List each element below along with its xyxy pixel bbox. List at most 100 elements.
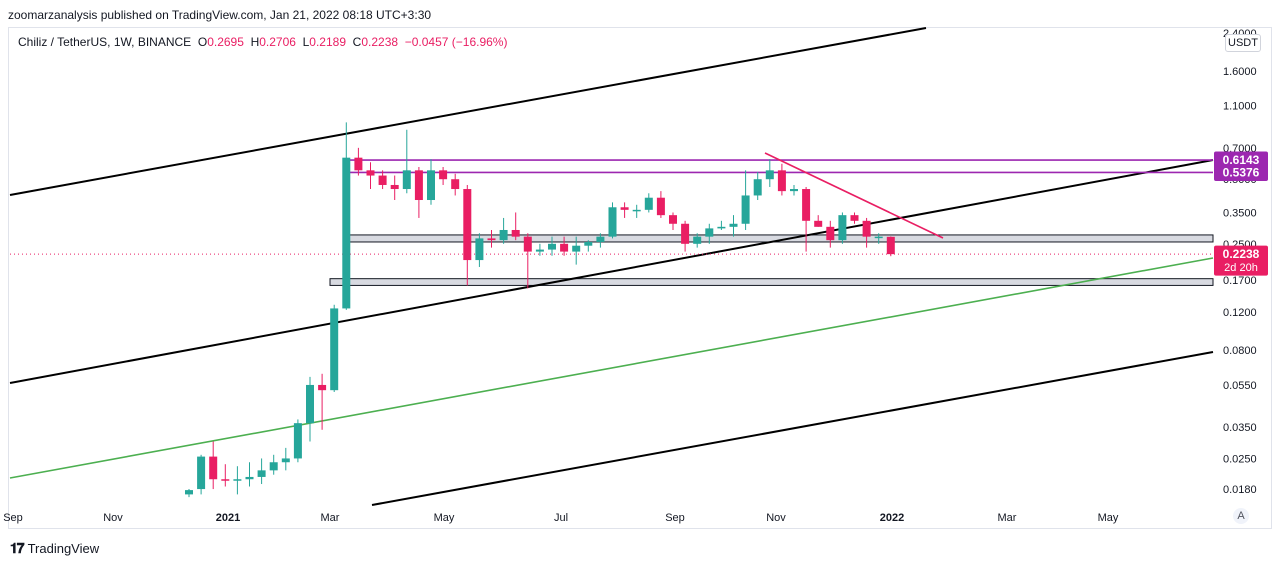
change-value: −0.0457 (−16.96%) [404,35,508,49]
candle-body [475,238,484,261]
candle [584,240,593,252]
currency-button[interactable]: USDT [1225,34,1261,52]
candle [669,212,677,230]
candle-body [306,384,314,424]
candle [257,458,266,485]
footer-brand[interactable]: 𝟏𝟕 TradingView [10,540,99,557]
candle [378,170,387,190]
channel-trendline [371,351,1214,506]
candle-body [548,243,556,250]
channel-trendline [9,159,1214,384]
candle-body [451,179,460,190]
candle [402,129,411,194]
candle [185,489,193,498]
candle [693,233,702,248]
candles-layer [185,122,895,498]
candle-body [826,226,835,241]
candle-body [729,223,738,227]
candle [777,163,786,196]
candle [342,122,351,310]
candle-body [330,308,339,391]
candle [681,220,690,252]
symbol-name: Chiliz / TetherUS, 1W, BINANCE [18,35,192,49]
candle-body [390,184,399,190]
time-tick-label: Mar [998,512,1017,524]
level-tag-upper: 0.6143 [1223,153,1260,167]
candle-body [693,236,702,244]
candle [572,236,581,265]
price-tick-label: 0.0180 [1223,484,1257,496]
candle-body [777,170,786,192]
candle [511,212,520,241]
candle [560,236,569,256]
low-key: L [302,35,310,49]
candle-body [644,197,653,210]
candle-body [790,189,798,192]
candle [741,170,750,230]
candle [414,166,423,218]
candle-body [463,189,472,261]
drawings-layer [9,27,1214,506]
candle-body [838,215,847,241]
candle-body [523,236,532,252]
candle-body [669,215,677,224]
candle [233,466,242,495]
auto-scale-button[interactable]: A [1233,508,1249,524]
time-tick-label: Mar [321,512,340,524]
candle [221,464,230,487]
open-key: O [197,35,208,49]
candle-body [584,241,593,246]
candle [451,173,460,196]
downtrend-line [764,152,944,239]
candle-body [342,157,351,309]
tradingview-logo-icon: 𝟏𝟕 [10,540,25,556]
price-tick-label: 1.1000 [1223,101,1257,113]
candle [826,220,835,248]
candle-body [197,456,206,490]
low-value: 0.2189 [309,35,346,49]
candle [838,212,847,244]
publish-line: zoomarzanalysis published on TradingView… [8,8,432,22]
candle [814,215,823,227]
candle [608,202,617,239]
candle-body [705,228,714,237]
candle [705,223,714,244]
candle-body [862,220,871,237]
candle [802,186,811,252]
candle [862,217,871,248]
time-tick-label: 2021 [216,512,240,524]
candle-body [850,215,859,221]
last-price-tag-countdown: 2d 20h [1224,262,1258,274]
candle [487,229,496,248]
candle [318,373,327,430]
candle [644,193,653,213]
close-value: 0.2238 [361,35,399,49]
candle [596,233,605,248]
candle [790,184,798,196]
last-price-tag-bg [1214,245,1268,276]
candle-body [293,423,302,459]
candle-body [632,209,641,212]
candle [281,447,290,471]
candle-body [814,220,823,227]
candle [463,184,472,286]
candle [874,233,883,244]
candle-body [427,170,435,201]
candle [245,462,254,487]
candle [390,175,399,201]
candle-body [572,245,581,252]
candle-body [209,456,218,480]
candle [293,419,302,463]
symbol-legend[interactable]: Chiliz / TetherUS, 1W, BINANCE O0.2695 H… [18,35,507,49]
candle [632,204,641,218]
candle [656,191,665,218]
time-axis: Sep Nov 2021 Mar May Jul Sep Nov 2022 Mar May [3,512,1119,524]
candle [753,172,762,201]
candle [620,202,629,218]
high-value: 0.2706 [259,35,296,49]
close-key: C [352,35,362,49]
last-price-tag: 0.2238 [1223,247,1260,261]
time-tick-label: Nov [103,512,123,524]
